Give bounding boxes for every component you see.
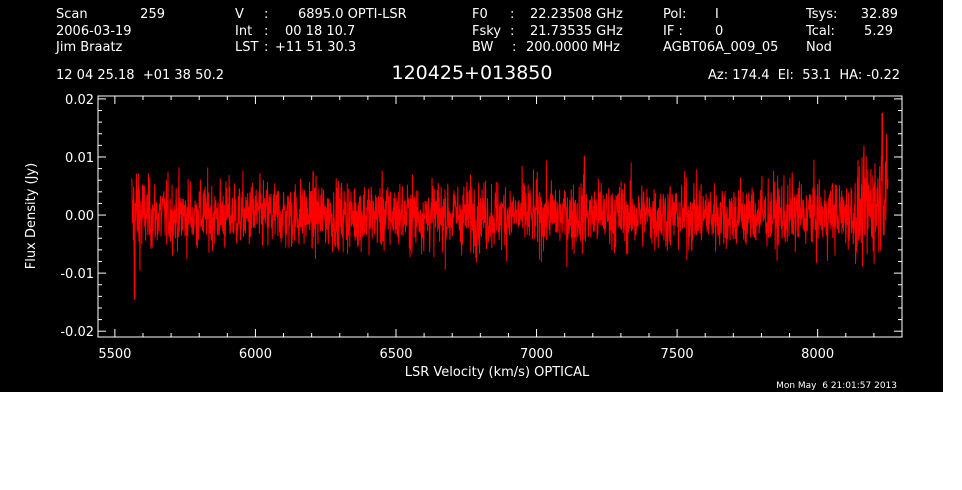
chart-title: 120425+013850 (392, 62, 553, 84)
header-col3: F0 : 22.23508 GHz Fsky : 21.73535 GHz BW… (472, 7, 623, 55)
if-value: 0 (715, 24, 723, 39)
tcal-value: 5.29 (864, 24, 893, 39)
procedure-name: Nod (806, 40, 832, 55)
integration-value: 00 18 10.7 (285, 24, 355, 39)
velocity-sep: : (264, 7, 268, 22)
y-tick-label: 0.01 (65, 151, 94, 166)
integration-sep: : (264, 24, 268, 39)
tsys-value: 32.89 (861, 7, 898, 22)
header-col2: V : 6895.0 OPTI-LSR Int : 00 18 10.7 LST… (235, 7, 407, 55)
x-tick-label: 7000 (520, 347, 553, 362)
axis-ticks (98, 96, 903, 337)
bandwidth-sep: : (512, 40, 516, 55)
plot-frame (97, 95, 903, 338)
project-id: AGBT06A_009_05 (663, 40, 778, 55)
x-tick-label: 7500 (661, 347, 694, 362)
scan-number: 259 (140, 7, 165, 22)
lst-sep: : (264, 40, 268, 55)
source-coordinates: 12 04 25.18 +01 38 50.2 (56, 68, 224, 83)
y-tick-label: 0.02 (65, 93, 94, 108)
y-tick-label: 0.00 (65, 209, 94, 224)
x-tick-label: 8000 (801, 347, 834, 362)
y-tick-label: -0.02 (60, 325, 94, 340)
observer-name: Jim Braatz (55, 40, 123, 55)
scan-label: Scan (56, 7, 88, 22)
fsky-label: Fsky (472, 24, 501, 39)
pol-value: I (715, 7, 719, 22)
header-col1: Scan 259 2006-03-19 Jim Braatz (55, 7, 165, 55)
lst-value: +11 51 30.3 (275, 40, 356, 55)
x-tick-label: 6500 (379, 347, 412, 362)
tsys-label: Tsys: (805, 7, 837, 22)
y-axis-label: Flux Density (Jy) (24, 163, 39, 269)
integration-label: Int (235, 24, 252, 39)
f0-value: 22.23508 GHz (530, 7, 623, 22)
spectrum-plot-window: Scan 259 2006-03-19 Jim Braatz V : 6895.… (0, 0, 943, 392)
lst-label: LST (235, 40, 258, 55)
velocity-label: V (235, 7, 244, 22)
x-tick-label: 5500 (98, 347, 131, 362)
y-tick-label: -0.01 (60, 267, 94, 282)
header-col4: Pol: I IF : 0 AGBT06A_009_05 (663, 7, 778, 55)
tcal-label: Tcal: (805, 24, 835, 39)
f0-sep: : (510, 7, 514, 22)
x-axis-label: LSR Velocity (km/s) OPTICAL (405, 365, 590, 380)
spectrum-series-line (131, 112, 889, 300)
f0-label: F0 (472, 7, 488, 22)
fsky-value: 21.73535 GHz (530, 24, 623, 39)
render-timestamp: Mon May 6 21:01:57 2013 (776, 381, 897, 391)
fsky-sep: : (510, 24, 514, 39)
velocity-value: 6895.0 OPTI-LSR (298, 7, 407, 22)
if-label: IF : (663, 24, 683, 39)
pointing-info: Az: 174.4 El: 53.1 HA: -0.22 (708, 68, 900, 83)
axis-tick-labels: 5500 6000 6500 7000 7500 8000 -0.02 -0.01 0.00 0.… (60, 93, 834, 362)
header-col5: Tsys: 32.89 Tcal: 5.29 Nod (805, 7, 898, 55)
bandwidth-label: BW (472, 40, 493, 55)
pol-label: Pol: (663, 7, 686, 22)
x-tick-label: 6000 (239, 347, 272, 362)
bandwidth-value: 200.0000 MHz (526, 40, 620, 55)
observation-date: 2006-03-19 (56, 24, 132, 39)
